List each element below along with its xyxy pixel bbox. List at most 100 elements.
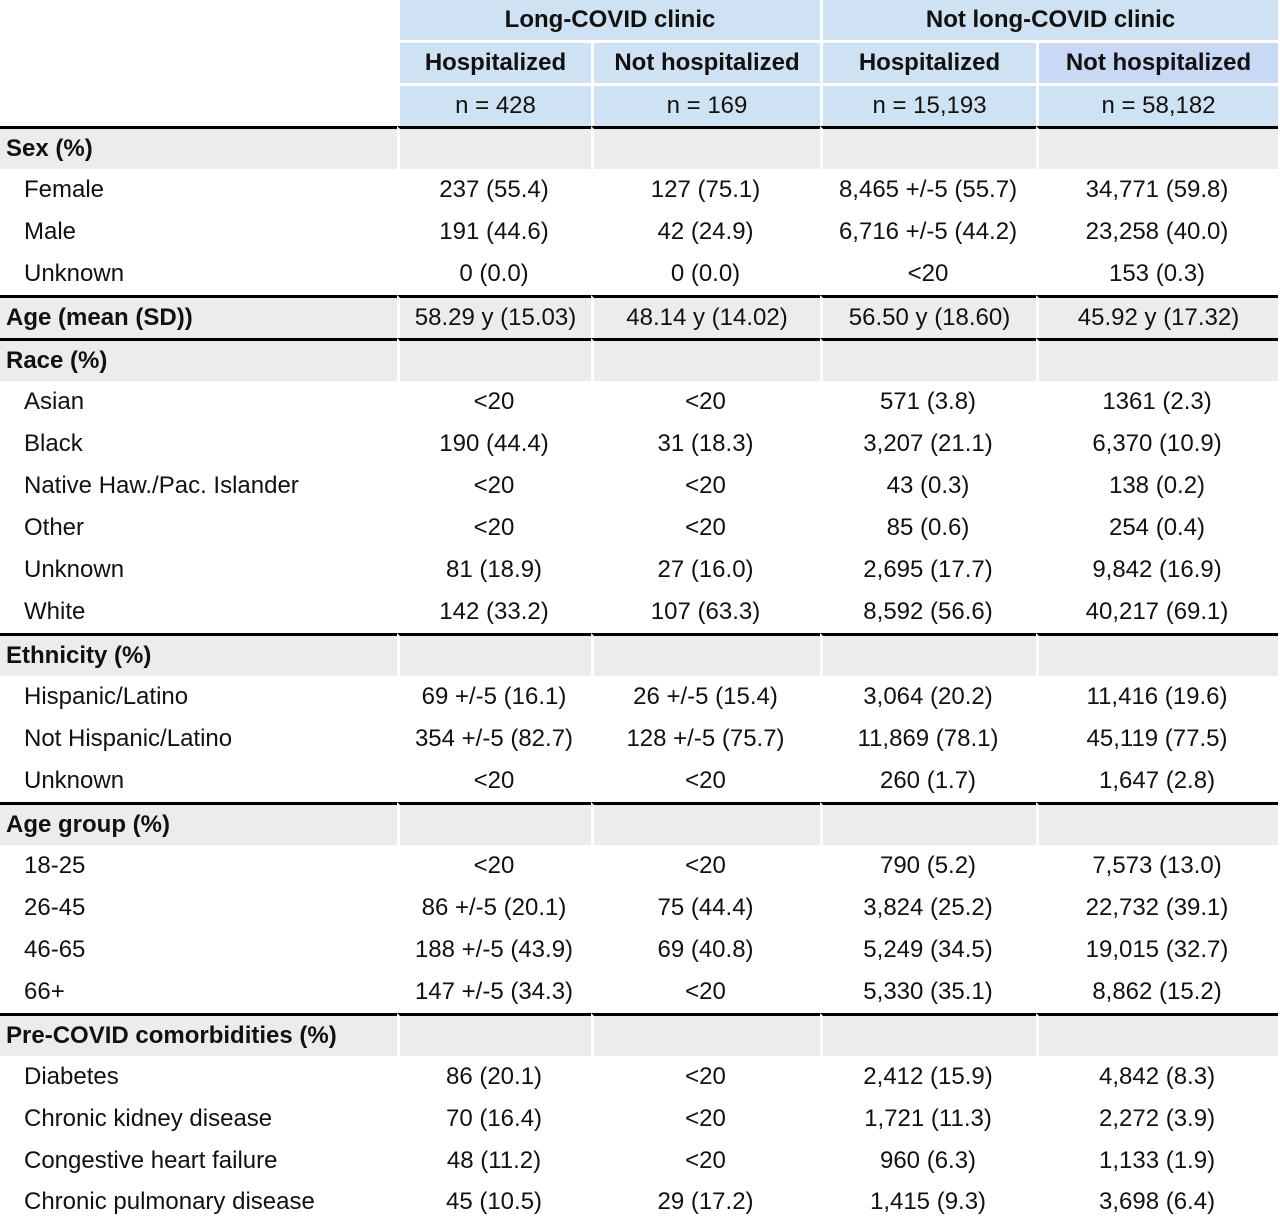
- section-header-row: Race (%): [0, 338, 1279, 381]
- row-label: 18-25: [24, 852, 86, 879]
- section-header-row: Sex (%): [0, 126, 1279, 169]
- row-value-2: 29 (17.2): [657, 1188, 754, 1215]
- row-value-4: 1361 (2.3): [1102, 388, 1212, 415]
- subheader-hospitalized-2: Hospitalized: [820, 40, 1037, 83]
- row-value-1: <20: [473, 852, 515, 879]
- table-row: Not Hispanic/Latino 354 +/-5 (82.7) 128 +/…: [0, 718, 1278, 760]
- row-value-4: 23,258 (40.0): [1085, 218, 1229, 245]
- table-row: Other <20 <20 85 (0.6) 254 (0.4): [0, 507, 1278, 549]
- table-row: Unknown 81 (18.9) 27 (16.0) 2,695 (17.7) 9,8…: [0, 549, 1278, 591]
- table-row: White 142 (33.2) 107 (63.3) 8,592 (56.6) 40,…: [0, 591, 1278, 633]
- row-value-4: 1,647 (2.8): [1098, 767, 1216, 794]
- section-value-2: 48.14 y (14.02): [591, 295, 821, 338]
- row-value-1: 81 (18.9): [445, 556, 543, 583]
- row-value-3: 8,592 (56.6): [863, 598, 993, 625]
- row-label: Unknown: [24, 260, 125, 287]
- table-row: Chronic kidney disease 70 (16.4) <20 1,721 …: [0, 1098, 1278, 1140]
- section-value-3: [820, 338, 1037, 381]
- row-value-2: <20: [685, 472, 726, 499]
- table-row: Hispanic/Latino 69 +/-5 (16.1) 26 +/-5 (15…: [0, 676, 1278, 718]
- row-label: Congestive heart failure: [24, 1147, 278, 1174]
- row-value-1: 354 +/-5 (82.7): [414, 725, 574, 752]
- row-value-3: 5,330 (35.1): [863, 978, 993, 1005]
- row-value-4: 254 (0.4): [1108, 514, 1206, 541]
- row-label: Black: [24, 430, 83, 457]
- row-value-4: 11,416 (19.6): [1086, 683, 1228, 710]
- table-row: 18-25 <20 <20 790 (5.2) 7,573 (13.0): [0, 845, 1278, 887]
- row-value-1: 70 (16.4): [445, 1105, 543, 1132]
- row-value-2: 107 (63.3): [650, 598, 761, 625]
- row-value-4: 45,119 (77.5): [1086, 725, 1228, 752]
- row-label: 46-65: [24, 936, 86, 963]
- row-value-3: 2,695 (17.7): [863, 556, 993, 583]
- section-value-4: [1036, 126, 1279, 169]
- table-row: Unknown <20 <20 260 (1.7) 1,647 (2.8): [0, 760, 1278, 802]
- row-value-4: 40,217 (69.1): [1085, 598, 1229, 625]
- section-value-3: [820, 802, 1037, 845]
- row-value-2: 69 (40.8): [657, 936, 754, 963]
- row-value-1: 237 (55.4): [439, 176, 549, 203]
- row-label: Native Haw./Pac. Islander: [24, 472, 299, 499]
- row-value-1: 188 +/-5 (43.9): [414, 936, 574, 963]
- subheader-not-hospitalized-2: Not hospitalized: [1036, 40, 1279, 83]
- section-value-2: [591, 633, 821, 676]
- section-value-1: [397, 126, 591, 169]
- section-value-1: [397, 633, 591, 676]
- n-count-2: n = 169: [591, 83, 821, 126]
- row-value-2: 0 (0.0): [670, 260, 741, 287]
- row-value-3: 571 (3.8): [879, 388, 977, 415]
- row-value-2: <20: [685, 514, 726, 541]
- row-label: White: [24, 598, 86, 625]
- section-value-2: [591, 1013, 821, 1056]
- row-label: Unknown: [24, 767, 125, 794]
- row-value-3: 260 (1.7): [879, 767, 977, 794]
- row-value-2: 26 +/-5 (15.4): [633, 683, 778, 710]
- row-label: Diabetes: [24, 1063, 119, 1090]
- row-value-1: 0 (0.0): [459, 260, 529, 287]
- n-count-4: n = 58,182: [1036, 83, 1279, 126]
- row-label: Other: [24, 514, 85, 541]
- section-value-3: [820, 126, 1037, 169]
- row-label: Not Hispanic/Latino: [24, 725, 233, 752]
- subgroup-header-row: Hospitalized Not hospitalized Hospitaliz…: [0, 40, 1279, 83]
- row-label: Female: [24, 176, 105, 203]
- section-title: Race (%): [0, 338, 397, 381]
- section-value-1: [397, 1013, 591, 1056]
- header-blank-cell: [0, 0, 397, 40]
- row-value-1: <20: [473, 767, 515, 794]
- row-value-1: 142 (33.2): [439, 598, 549, 625]
- n-header-row: n = 428 n = 169 n = 15,193 n = 58,182: [0, 83, 1279, 126]
- section-value-4: 45.92 y (17.32): [1036, 295, 1279, 338]
- row-value-1: <20: [473, 388, 515, 415]
- table-row: Female 237 (55.4) 127 (75.1) 8,465 +/-5 (55…: [0, 169, 1278, 211]
- section-value-3: [820, 1013, 1037, 1056]
- section-title: Sex (%): [0, 126, 397, 169]
- row-value-2: <20: [685, 767, 726, 794]
- row-value-2: 75 (44.4): [657, 894, 754, 921]
- row-value-2: <20: [685, 1105, 726, 1132]
- row-label: Chronic kidney disease: [24, 1105, 273, 1132]
- subheader-hospitalized-1: Hospitalized: [397, 40, 591, 83]
- row-label: 26-45: [24, 894, 86, 921]
- row-value-1: 86 (20.1): [445, 1063, 543, 1090]
- subheader-not-hospitalized-1: Not hospitalized: [591, 40, 821, 83]
- row-value-3: 1,415 (9.3): [869, 1188, 987, 1215]
- row-value-2: 127 (75.1): [650, 176, 761, 203]
- section-value-4: [1036, 633, 1279, 676]
- section-value-4: [1036, 338, 1279, 381]
- group-header-not-long-covid: Not long-COVID clinic: [820, 0, 1279, 40]
- section-value-4: [1036, 802, 1279, 845]
- row-value-1: <20: [473, 514, 515, 541]
- section-value-1: [397, 338, 591, 381]
- row-value-2: 128 +/-5 (75.7): [626, 725, 785, 752]
- header-blank-cell: [0, 40, 397, 83]
- section-header-row: Pre-COVID comorbidities (%): [0, 1013, 1279, 1056]
- row-value-4: 153 (0.3): [1108, 260, 1206, 287]
- row-value-4: 22,732 (39.1): [1085, 894, 1229, 921]
- row-value-3: 2,412 (15.9): [863, 1063, 993, 1090]
- table-row: 66+ 147 +/-5 (34.3) <20 5,330 (35.1) 8,862 (…: [0, 971, 1278, 1013]
- row-value-1: 191 (44.6): [439, 218, 549, 245]
- section-value-3: 56.50 y (18.60): [820, 295, 1037, 338]
- table-row: Asian <20 <20 571 (3.8) 1361 (2.3): [0, 381, 1278, 423]
